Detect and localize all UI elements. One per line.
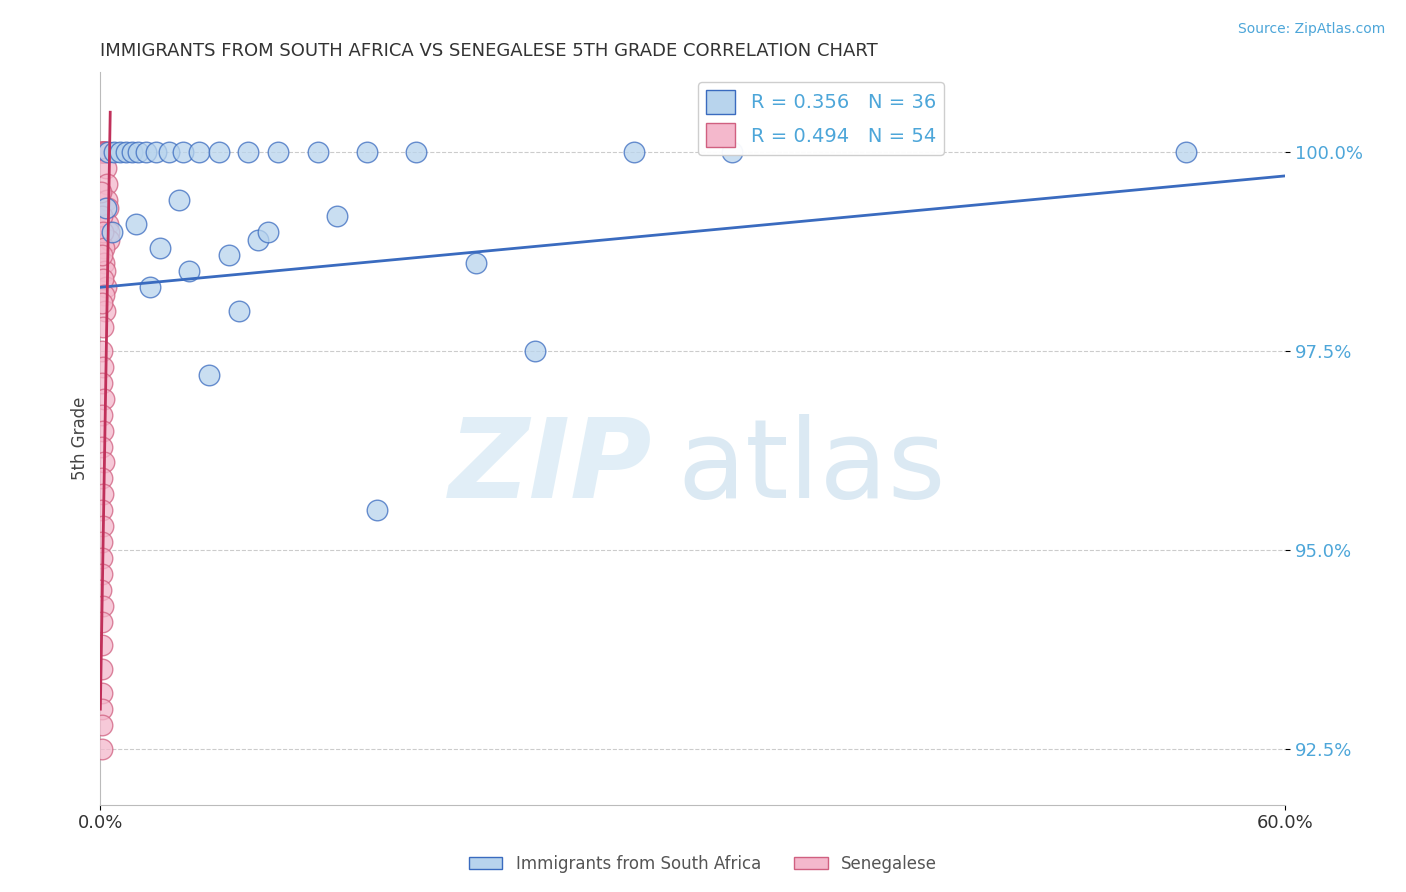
Point: [101, 225, 124, 239]
Point: [228, 304, 250, 318]
Point: [721, 145, 744, 159]
Point: [97, 217, 120, 231]
Point: [91, 742, 114, 756]
Point: [91, 145, 114, 159]
Point: [90, 296, 112, 310]
Text: atlas: atlas: [676, 415, 945, 521]
Point: [93, 145, 115, 159]
Point: [91, 440, 114, 454]
Point: [208, 145, 231, 159]
Point: [91, 145, 114, 159]
Point: [91, 662, 114, 676]
Point: [97, 145, 120, 159]
Point: [90, 615, 112, 629]
Point: [523, 343, 546, 358]
Point: [94, 280, 117, 294]
Point: [127, 145, 149, 159]
Point: [98, 233, 121, 247]
Point: [90, 686, 112, 700]
Point: [93, 392, 115, 406]
Point: [238, 145, 260, 159]
Point: [169, 193, 191, 207]
Point: [247, 233, 270, 247]
Point: [115, 145, 138, 159]
Text: IMMIGRANTS FROM SOUTH AFRICA VS SENEGALESE 5TH GRADE CORRELATION CHART: IMMIGRANTS FROM SOUTH AFRICA VS SENEGALE…: [100, 42, 879, 60]
Point: [97, 225, 120, 239]
Point: [96, 193, 118, 207]
Point: [94, 145, 117, 159]
Text: Source: ZipAtlas.com: Source: ZipAtlas.com: [1237, 22, 1385, 37]
Legend: Immigrants from South Africa, Senegalese: Immigrants from South Africa, Senegalese: [463, 848, 943, 880]
Point: [405, 145, 427, 159]
Point: [366, 503, 388, 517]
Point: [159, 145, 181, 159]
Point: [90, 471, 112, 485]
Point: [326, 209, 349, 223]
Point: [91, 550, 114, 565]
Point: [149, 241, 172, 255]
Text: ZIP: ZIP: [449, 415, 652, 521]
Point: [90, 145, 112, 159]
Point: [307, 145, 329, 159]
Point: [90, 718, 112, 732]
Point: [90, 582, 112, 597]
Point: [356, 145, 378, 159]
Point: [90, 503, 112, 517]
Point: [135, 145, 157, 159]
Legend: R = 0.356   N = 36, R = 0.494   N = 54: R = 0.356 N = 36, R = 0.494 N = 54: [699, 82, 943, 155]
Point: [267, 145, 290, 159]
Point: [94, 145, 117, 159]
Point: [96, 201, 118, 215]
Point: [93, 455, 115, 469]
Point: [93, 241, 115, 255]
Point: [1175, 145, 1198, 159]
Point: [93, 145, 115, 159]
Point: [90, 185, 112, 199]
Point: [91, 359, 114, 374]
Point: [90, 535, 112, 549]
Point: [91, 519, 114, 533]
Point: [91, 225, 114, 239]
Point: [125, 217, 148, 231]
Point: [91, 599, 114, 613]
Point: [90, 408, 112, 422]
Point: [91, 209, 114, 223]
Point: [218, 248, 240, 262]
Point: [172, 145, 194, 159]
Y-axis label: 5th Grade: 5th Grade: [72, 397, 89, 480]
Point: [91, 145, 114, 159]
Point: [97, 201, 120, 215]
Point: [464, 256, 486, 270]
Point: [90, 343, 112, 358]
Point: [93, 288, 115, 302]
Point: [138, 280, 160, 294]
Point: [90, 145, 112, 159]
Point: [90, 702, 112, 716]
Point: [90, 639, 112, 653]
Point: [93, 145, 115, 159]
Point: [90, 566, 112, 581]
Point: [103, 145, 125, 159]
Point: [91, 487, 114, 501]
Point: [93, 256, 115, 270]
Point: [96, 177, 118, 191]
Point: [91, 272, 114, 286]
Point: [623, 145, 645, 159]
Point: [121, 145, 143, 159]
Point: [93, 304, 115, 318]
Point: [188, 145, 211, 159]
Point: [198, 368, 221, 382]
Point: [179, 264, 201, 278]
Point: [91, 376, 114, 390]
Point: [91, 424, 114, 438]
Point: [96, 161, 118, 175]
Point: [91, 320, 114, 334]
Point: [108, 145, 131, 159]
Point: [257, 225, 280, 239]
Point: [94, 264, 117, 278]
Point: [145, 145, 167, 159]
Point: [90, 248, 112, 262]
